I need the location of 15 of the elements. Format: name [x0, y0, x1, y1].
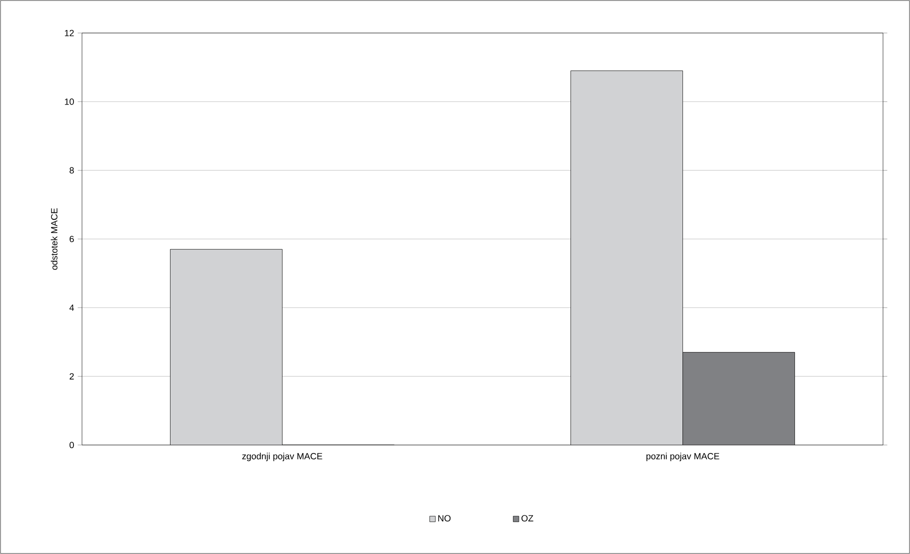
y-tick-label: 4 — [69, 304, 74, 311]
x-tick-label: pozni pojav MACE — [646, 452, 720, 462]
bar — [570, 70, 683, 445]
legend-label: OZ — [521, 515, 534, 522]
bar — [170, 249, 282, 445]
y-tick-label: 0 — [70, 442, 74, 448]
y-tick-label: 10 — [64, 98, 74, 105]
y-tick-label: 12 — [64, 30, 74, 36]
y-tick-label: 6 — [70, 236, 74, 242]
y-axis-title: odstotek MACE — [50, 208, 58, 270]
x-tick-label: zgodnji pojav MACE — [242, 452, 322, 462]
y-tick-label: 2 — [70, 373, 74, 380]
legend-label: NO — [438, 515, 451, 522]
bar — [682, 352, 795, 445]
y-tick-label: 8 — [70, 167, 74, 174]
